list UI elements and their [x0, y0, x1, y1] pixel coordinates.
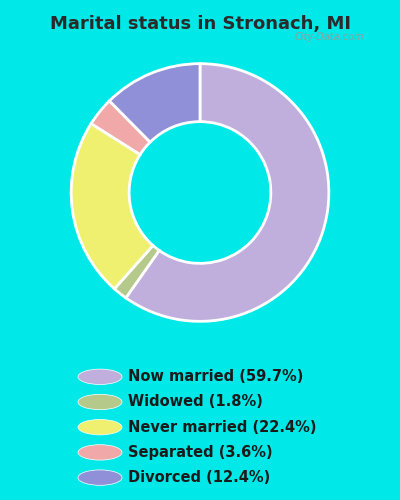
Text: Widowed (1.8%): Widowed (1.8%): [128, 394, 263, 409]
Circle shape: [78, 420, 122, 435]
Wedge shape: [126, 64, 329, 322]
Text: Now married (59.7%): Now married (59.7%): [128, 370, 303, 384]
Wedge shape: [114, 246, 159, 298]
Circle shape: [78, 444, 122, 460]
Wedge shape: [71, 124, 153, 289]
Circle shape: [78, 369, 122, 384]
Circle shape: [78, 470, 122, 486]
Text: Never married (22.4%): Never married (22.4%): [128, 420, 316, 434]
Text: Marital status in Stronach, MI: Marital status in Stronach, MI: [50, 15, 350, 33]
Text: City-Data.com: City-Data.com: [294, 32, 364, 42]
Text: Separated (3.6%): Separated (3.6%): [128, 445, 273, 460]
Wedge shape: [109, 64, 200, 142]
Text: Divorced (12.4%): Divorced (12.4%): [128, 470, 270, 485]
Wedge shape: [91, 101, 150, 154]
Circle shape: [78, 394, 122, 409]
